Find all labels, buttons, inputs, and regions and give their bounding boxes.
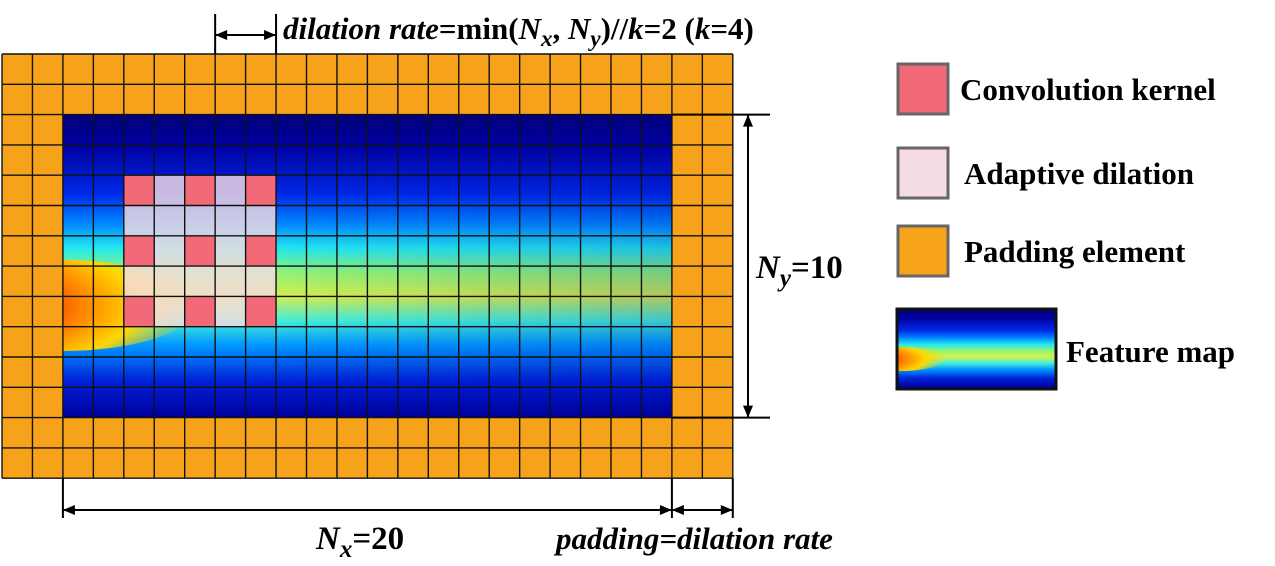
nx-label: Nx=20 xyxy=(315,521,404,563)
grid-lines xyxy=(1,53,734,479)
legend-feature-swatch xyxy=(898,310,1055,388)
top-annotation: dilation rate=min(Nx, Ny)//k=2 (k=4) xyxy=(283,11,754,51)
convolution-kernel xyxy=(123,175,277,327)
dimension-lines xyxy=(61,14,770,518)
kernel-cell xyxy=(245,175,277,206)
padding-label: padding=dilation rate xyxy=(553,521,833,556)
kernel-cell xyxy=(184,235,216,267)
ny-arrow-bottom xyxy=(743,405,753,418)
dilation-arrow-left xyxy=(215,30,228,40)
kernel-cell xyxy=(245,296,277,327)
legend-dilation-swatch xyxy=(896,146,950,200)
padding-arrow-left xyxy=(671,505,684,515)
legend-padding-swatch xyxy=(896,224,950,278)
dilation-arrow-right xyxy=(264,30,277,40)
legend-kernel-swatch xyxy=(896,62,950,116)
nx-arrow-right xyxy=(659,505,672,515)
ny-arrow-top xyxy=(743,114,753,127)
kernel-cell xyxy=(245,235,277,267)
kernel-cell xyxy=(123,235,155,267)
kernel-cell xyxy=(123,296,155,327)
legend-padding-label: Padding element xyxy=(964,234,1186,269)
legend-kernel-label: Convolution kernel xyxy=(960,72,1216,107)
ny-label: Ny=10 xyxy=(755,250,843,292)
legend-feature-label: Feature map xyxy=(1066,334,1235,369)
legend: Convolution kernel Adaptive dilation Pad… xyxy=(895,62,1235,391)
nx-arrow-left xyxy=(62,505,75,515)
padding-arrow-right xyxy=(720,505,733,515)
kernel-cell xyxy=(184,296,216,327)
kernel-cell xyxy=(184,175,216,206)
legend-feature-border xyxy=(895,307,1058,391)
kernel-cell xyxy=(123,175,155,206)
legend-dilation-label: Adaptive dilation xyxy=(964,156,1194,191)
